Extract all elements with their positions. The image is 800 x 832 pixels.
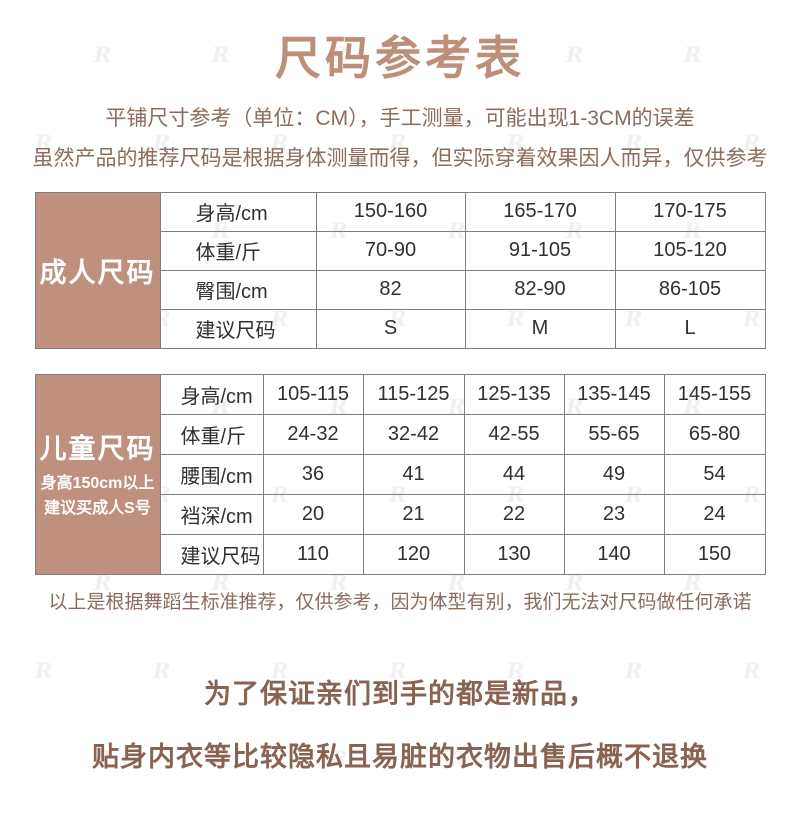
table-cell: 32-42 — [362, 413, 465, 455]
table-cell: 105-115 — [262, 373, 364, 415]
note-text: 以上是根据舞蹈生标准推荐，仅供参考，因为体型有别，我们无法对尺码做任何承诺 — [48, 591, 752, 613]
table-cell: 86-105 — [614, 269, 766, 310]
table-row: 体重/斤 70-90 91-105 105-120 — [35, 230, 766, 271]
row-label-crotch-depth: 裆深/cm — [159, 493, 264, 535]
child-group-note-line-2: 建议买成人S号 — [44, 499, 151, 517]
row-label-height: 身高/cm — [159, 373, 264, 415]
table-cell: 140 — [563, 533, 665, 575]
table-row: 臀围/cm 82 82-90 86-105 — [35, 269, 766, 310]
table-cell: 150-160 — [315, 191, 466, 232]
row-label-weight: 体重/斤 — [159, 230, 317, 271]
adult-group-cell: 成人尺码 — [34, 191, 161, 349]
table-row: 裆深/cm 20 21 22 23 24 — [35, 493, 766, 535]
table-row: 体重/斤 24-32 32-42 42-55 55-65 65-80 — [35, 413, 766, 455]
table-cell: 36 — [262, 453, 364, 495]
table-cell: 120 — [362, 533, 465, 575]
table-cell: 65-80 — [663, 413, 766, 455]
table-cell: 115-125 — [362, 373, 465, 415]
subtitle-line-2: 虽然产品的推荐尺码是根据身体测量而得，但实际穿着效果因人而异，仅供参考 — [32, 146, 768, 170]
table-cell: L — [614, 308, 766, 349]
table-cell: 21 — [362, 493, 465, 535]
table-cell: 150 — [663, 533, 766, 575]
table-cell: 24 — [663, 493, 766, 535]
row-label-height: 身高/cm — [159, 191, 317, 232]
table-row: 成人尺码 身高/cm 150-160 165-170 170-175 — [34, 191, 766, 349]
row-label-suggested-size: 建议尺码 — [159, 308, 317, 349]
table-cell: 24-32 — [262, 413, 364, 455]
table-cell: 170-175 — [614, 191, 766, 232]
adult-size-table: 成人尺码 身高/cm 150-160 165-170 170-175 体重/斤 … — [34, 191, 766, 349]
row-label-hip: 臀围/cm — [159, 269, 317, 310]
child-group-cell: 儿童尺码 身高150cm以上 建议买成人S号 — [34, 373, 161, 575]
table-cell: 42-55 — [463, 413, 565, 455]
table-cell: 110 — [262, 533, 364, 575]
table-cell: 145-155 — [663, 373, 766, 415]
adult-group-label: 成人尺码 — [39, 257, 156, 288]
table-cell: 20 — [262, 493, 364, 535]
table-cell: 105-120 — [614, 230, 766, 271]
footer-line-2: 贴身内衣等比较隐私且易脏的衣物出售后概不退换 — [92, 741, 708, 772]
table-cell: 55-65 — [563, 413, 665, 455]
table-row: 建议尺码 110 120 130 140 150 — [35, 533, 766, 575]
table-row: 腰围/cm 36 41 44 49 54 — [35, 453, 766, 495]
table-cell: 54 — [663, 453, 766, 495]
child-group-note: 身高150cm以上 建议买成人S号 — [36, 472, 160, 522]
child-group-note-line-1: 身高150cm以上 — [40, 475, 155, 493]
table-cell: 82 — [315, 269, 466, 310]
table-row: 儿童尺码 身高150cm以上 建议买成人S号 身高/cm 105-115 115… — [34, 373, 766, 575]
page-title: 尺码参考表 — [275, 32, 525, 84]
table-cell: 70-90 — [315, 230, 466, 271]
row-label-waist: 腰围/cm — [159, 453, 264, 495]
row-label-suggested-size: 建议尺码 — [159, 533, 264, 575]
table-cell: 82-90 — [464, 269, 616, 310]
child-size-table: 儿童尺码 身高150cm以上 建议买成人S号 身高/cm 105-115 115… — [34, 373, 766, 575]
table-cell: 165-170 — [464, 191, 616, 232]
table-row: 建议尺码 S M L — [35, 308, 766, 349]
table-cell: 125-135 — [463, 373, 565, 415]
table-cell: 44 — [463, 453, 565, 495]
table-cell: 135-145 — [563, 373, 665, 415]
table-cell: 49 — [563, 453, 665, 495]
table-cell: 41 — [362, 453, 465, 495]
row-label-weight: 体重/斤 — [159, 413, 264, 455]
table-cell: 23 — [563, 493, 665, 535]
size-chart-page: 尺码参考表 平铺尺寸参考（单位：CM），手工测量，可能出现1-3CM的误差 虽然… — [0, 32, 800, 774]
footer-line-1: 为了保证亲们到手的都是新品， — [204, 678, 596, 709]
table-cell: 91-105 — [464, 230, 616, 271]
table-cell: S — [315, 308, 466, 349]
child-group-label: 儿童尺码 — [39, 434, 156, 465]
subtitle-line-1: 平铺尺寸参考（单位：CM），手工测量，可能出现1-3CM的误差 — [105, 106, 695, 130]
table-cell: M — [464, 308, 616, 349]
table-cell: 22 — [463, 493, 565, 535]
table-cell: 130 — [463, 533, 565, 575]
